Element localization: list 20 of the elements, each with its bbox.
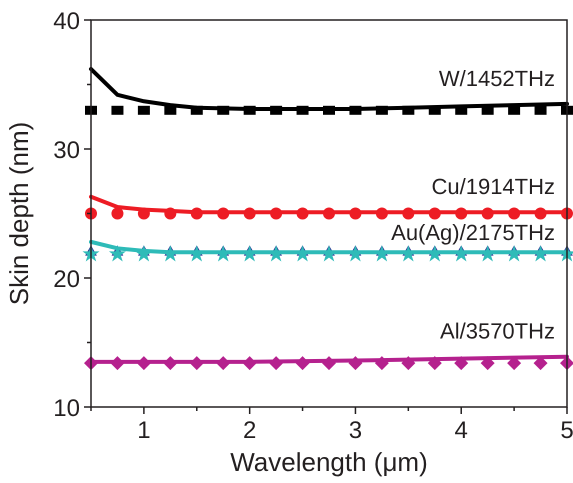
annotation: Cu/1914THz — [431, 174, 555, 200]
point — [138, 106, 150, 115]
point — [534, 106, 547, 115]
x-tick-label: 4 — [454, 417, 468, 444]
x-tick-label: 1 — [137, 417, 151, 444]
y-tick-label: 20 — [53, 266, 80, 293]
y-tick-label: 10 — [53, 395, 80, 422]
annotation: Au(Ag)/2175THz — [391, 220, 555, 246]
point — [108, 245, 126, 262]
annotation: W/1452THz — [438, 66, 555, 91]
point — [111, 208, 124, 220]
y-tick-label: 40 — [53, 8, 80, 35]
point — [111, 106, 124, 115]
y-axis-title: Skin depth (nm) — [4, 122, 34, 306]
x-axis-title: Wavelength (μm) — [230, 447, 428, 477]
y-tick-label: 30 — [53, 137, 80, 164]
x-tick-label: 2 — [242, 417, 256, 444]
x-tick-label: 3 — [348, 417, 362, 444]
annotation: Al/3570THz — [440, 318, 555, 344]
x-tick-label: 5 — [560, 417, 573, 444]
